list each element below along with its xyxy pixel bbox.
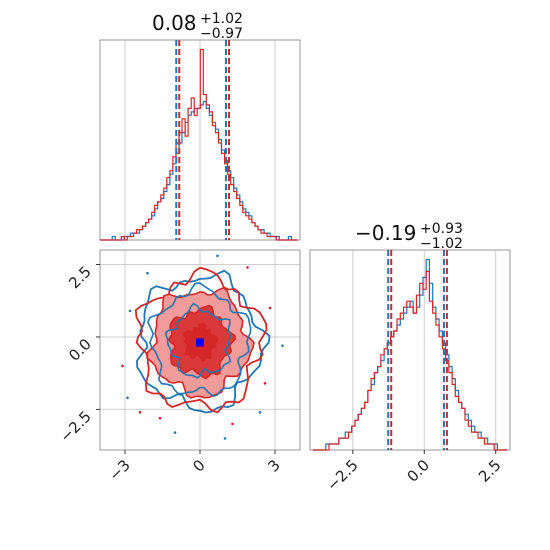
- scatter-point: [281, 344, 284, 347]
- scatter-point: [223, 437, 227, 440]
- scatter-point: [231, 422, 234, 426]
- contours: [121, 254, 284, 440]
- contour-outer-b: [134, 266, 268, 414]
- plot-frame: [99, 39, 301, 241]
- param2-plus: +0.93: [420, 221, 463, 237]
- scatter-point: [258, 411, 262, 414]
- scatter-point: [246, 266, 249, 269]
- hist-series-1: [100, 100, 298, 241]
- param2-minus: −1.02: [420, 236, 463, 252]
- param1-median: 0.08: [152, 11, 197, 35]
- scatter-point: [138, 411, 142, 414]
- y-tick-label: 0.0: [65, 335, 95, 365]
- hist-series-2: [100, 48, 298, 241]
- x-tick-label: 3: [264, 456, 283, 475]
- param1-title: 0.08: [152, 11, 197, 35]
- hist1-panel: [99, 39, 301, 241]
- hist-series-2: [312, 270, 508, 451]
- hist-series-1: [312, 258, 508, 451]
- truth-marker: [196, 338, 204, 347]
- scatter-point: [128, 309, 132, 313]
- contour-level-1a: [164, 302, 232, 379]
- scatter-point: [268, 306, 272, 310]
- x-tick-label: 0.0: [404, 456, 434, 486]
- contour-level-2a: [147, 282, 252, 398]
- x-tick-label: −2.5: [323, 456, 361, 494]
- scatter-point: [216, 254, 219, 258]
- scatter-panel: −3 0 3 2.5 0.0 −2.5: [56, 249, 301, 484]
- param1-plus: +1.02: [200, 11, 243, 27]
- param1-minus: −0.97: [200, 26, 243, 42]
- scatter-point: [121, 364, 124, 368]
- param2-median: −0.19: [355, 221, 416, 245]
- x-tick-label: −3: [105, 456, 133, 484]
- scatter-point: [158, 416, 162, 420]
- plot-frame: [309, 249, 511, 451]
- hist2-panel: −2.5 0.0 2.5: [309, 249, 511, 495]
- y-tick-label: 2.5: [65, 263, 95, 293]
- x-tick-label: 2.5: [475, 456, 505, 486]
- x-tick-label: 0: [189, 456, 208, 475]
- scatter-point: [173, 431, 177, 434]
- contour-outer-a: [136, 269, 271, 414]
- param2-title: −0.19: [355, 221, 416, 245]
- y-tick-label: −2.5: [56, 408, 94, 446]
- scatter-point: [263, 382, 267, 385]
- scatter-point: [146, 271, 149, 275]
- scatter-point: [126, 396, 129, 400]
